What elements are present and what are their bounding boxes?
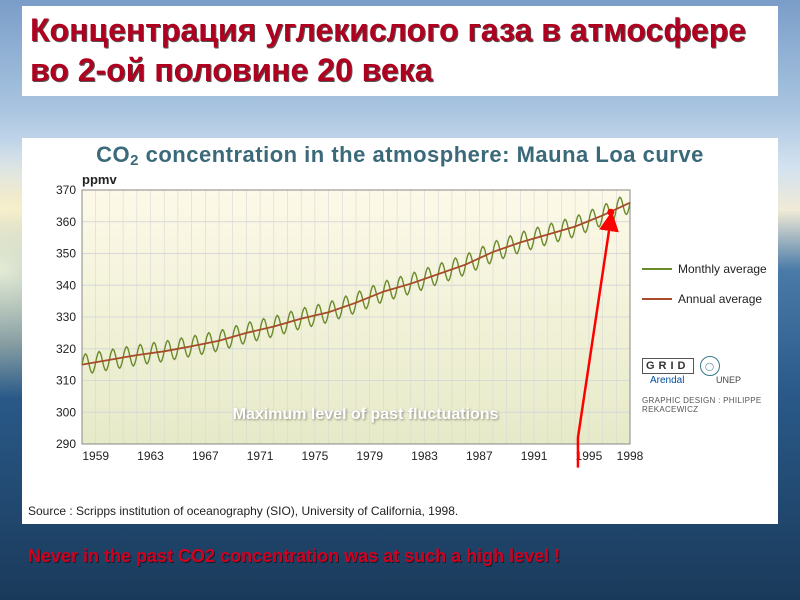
legend-swatch: [642, 298, 672, 300]
svg-text:310: 310: [56, 374, 76, 388]
chart-svg: 290 300 310 320 330 340 350 360 370 1959 1963 1967 1…: [22, 170, 778, 480]
svg-text:300: 300: [56, 405, 76, 419]
grid-logo: GRID: [642, 358, 694, 374]
unep-label: UNEP: [716, 375, 741, 385]
svg-text:370: 370: [56, 183, 76, 197]
svg-text:360: 360: [56, 215, 76, 229]
svg-text:290: 290: [56, 437, 76, 451]
svg-text:1975: 1975: [302, 449, 329, 463]
svg-text:1998: 1998: [617, 449, 644, 463]
chart-title-prefix: CO: [96, 142, 130, 167]
plot-wrap: ppmv 29030031032033034035036037019591963…: [22, 170, 778, 480]
svg-text:340: 340: [56, 278, 76, 292]
svg-text:320: 320: [56, 342, 76, 356]
chart-title-rest: concentration in the atmosphere: Mauna L…: [139, 142, 704, 167]
svg-text:1967: 1967: [192, 449, 219, 463]
svg-text:350: 350: [56, 247, 76, 261]
svg-text:1991: 1991: [521, 449, 548, 463]
title-box: Концентрация углекислого газа в атмосфер…: [22, 6, 778, 96]
legend-item: Monthly average: [642, 262, 767, 276]
unep-logo-icon: ◯: [700, 356, 720, 376]
chart-title: CO2 concentration in the atmosphere: Mau…: [22, 138, 778, 170]
credit-label: GRAPHIC DESIGN : PHILIPPE REKACEWICZ: [642, 396, 778, 414]
source-citation: Source : Scripps institution of oceanogr…: [28, 504, 458, 518]
chart-title-sub: 2: [130, 152, 139, 169]
svg-text:1995: 1995: [576, 449, 603, 463]
legend-swatch: [642, 268, 672, 270]
svg-text:330: 330: [56, 310, 76, 324]
svg-text:1963: 1963: [137, 449, 164, 463]
footer-callout: Never in the past CO2 concentration was …: [28, 546, 560, 567]
arendal-label: Arendal: [650, 375, 684, 386]
svg-text:1971: 1971: [247, 449, 274, 463]
svg-text:1983: 1983: [411, 449, 438, 463]
legend-label: Monthly average: [678, 262, 767, 276]
max-level-annotation: Maximum level of past fluctuations: [233, 406, 499, 424]
legend: Monthly average Annual average: [642, 262, 767, 322]
svg-text:1987: 1987: [466, 449, 493, 463]
legend-item: Annual average: [642, 292, 767, 306]
legend-label: Annual average: [678, 292, 762, 306]
logo-block: GRID ◯: [642, 356, 720, 376]
svg-text:1959: 1959: [82, 449, 109, 463]
chart-panel: CO2 concentration in the atmosphere: Mau…: [22, 138, 778, 524]
svg-text:1979: 1979: [356, 449, 383, 463]
slide-title: Концентрация углекислого газа в атмосфер…: [30, 10, 770, 90]
